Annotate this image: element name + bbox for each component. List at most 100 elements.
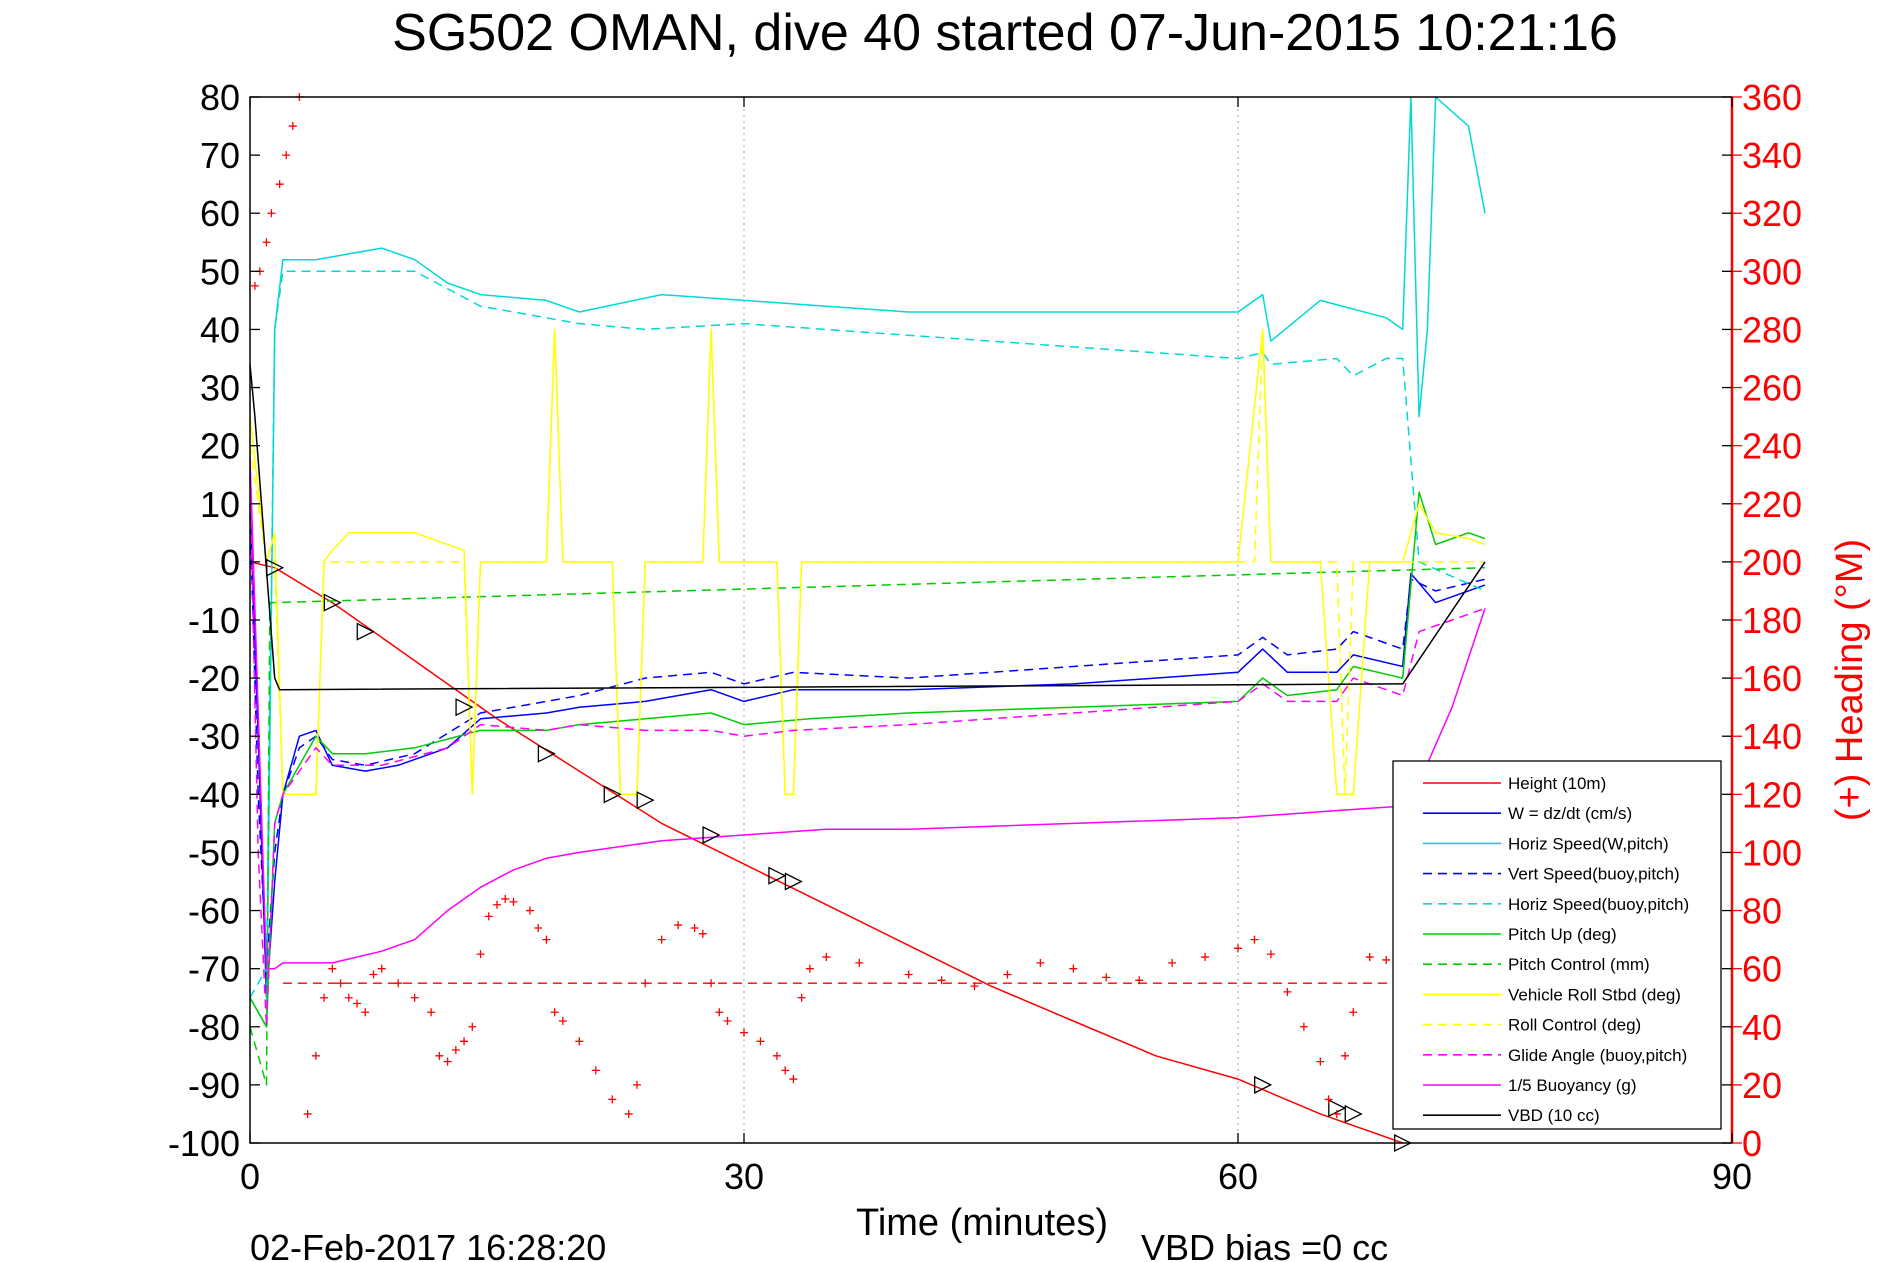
heading-marker (632, 1080, 641, 1089)
heading-marker (394, 979, 403, 988)
series-line-4 (249, 515, 1486, 970)
heading-marker (435, 1051, 444, 1060)
y-tick-label: 30 (200, 368, 240, 409)
heading-marker (904, 970, 913, 979)
y-tick-label: -50 (188, 832, 240, 873)
height-triangle-marker (455, 698, 474, 717)
heading-marker (1365, 953, 1374, 962)
heading-marker (427, 1008, 436, 1017)
heading-marker (288, 122, 297, 131)
heading-marker (443, 1057, 452, 1066)
series-line-11 (249, 457, 1486, 970)
heading-marker (303, 1109, 312, 1118)
heading-marker (468, 1022, 477, 1031)
legend-box (1392, 760, 1722, 1130)
series-line-6 (249, 491, 1486, 1028)
heading-marker (937, 976, 946, 985)
heading-marker (1003, 970, 1012, 979)
heading-marker (493, 900, 501, 909)
heading-marker (575, 1037, 584, 1046)
heading-marker (1349, 1008, 1358, 1017)
y-right-tick-label: 0 (1742, 1123, 1762, 1164)
heading-marker (855, 958, 864, 967)
heading-marker (781, 1066, 790, 1075)
heading-marker (756, 1037, 765, 1046)
heading-marker (674, 921, 683, 930)
y-right-tick-label: 180 (1742, 600, 1802, 641)
heading-marker (624, 1109, 633, 1118)
chart-title: SG502 OMAN, dive 40 started 07-Jun-2015 … (392, 4, 1618, 62)
y-tick-label: -70 (188, 949, 240, 990)
y-right-tick-label: 280 (1742, 309, 1802, 350)
y-tick-label: 50 (200, 251, 240, 292)
heading-marker (320, 993, 329, 1002)
heading-marker (410, 993, 419, 1002)
heading-marker (311, 1051, 320, 1060)
y-right-tick-label: 360 (1742, 77, 1802, 118)
y-right-tick-label: 60 (1742, 949, 1782, 990)
y-right-tick-label: 260 (1742, 368, 1802, 409)
height-triangle-marker (323, 593, 342, 612)
heading-marker (1036, 958, 1045, 967)
legend-label-5: Horiz Speed(buoy,pitch) (1508, 895, 1689, 914)
heading-marker (550, 1008, 559, 1017)
heading-marker (1283, 987, 1292, 996)
heading-marker (690, 923, 699, 932)
heading-marker (534, 923, 543, 932)
heading-marker (822, 953, 831, 962)
heading-marker (267, 209, 276, 218)
footer-vbd-bias: VBD bias =0 cc (1141, 1227, 1388, 1262)
y-tick-label: 0 (220, 542, 240, 583)
x-tick-label: 0 (240, 1156, 260, 1197)
heading-marker (501, 894, 510, 903)
series-line-10 (249, 474, 1486, 1028)
legend-label-9: Roll Control (deg) (1508, 1016, 1641, 1035)
heading-marker (542, 935, 551, 944)
heading-marker (353, 999, 362, 1008)
y-right-tick-label: 80 (1742, 891, 1782, 932)
heading-marker (608, 1095, 617, 1104)
series-line-9 (249, 328, 1485, 796)
heading-marker (344, 993, 353, 1002)
heading-marker (1201, 953, 1210, 962)
y-tick-label: 60 (200, 193, 240, 234)
heading-marker (805, 964, 814, 973)
heading-marker (1069, 964, 1078, 973)
heading-marker (1332, 1109, 1341, 1118)
footer-timestamp: 02-Feb-2017 16:28:20 (250, 1227, 606, 1262)
heading-marker (282, 151, 291, 160)
y-tick-label: -100 (168, 1123, 240, 1164)
heading-marker (698, 929, 707, 938)
heading-marker (715, 1008, 724, 1017)
y-tick-label: -20 (188, 658, 240, 699)
x-axis-label: Time (minutes) (856, 1202, 1108, 1244)
y-tick-label: 20 (200, 426, 240, 467)
heading-marker (275, 180, 284, 189)
heading-marker (1324, 1095, 1333, 1104)
heading-marker (460, 1037, 469, 1046)
y-right-tick-label: 120 (1742, 774, 1802, 815)
y-right-tick-label: 240 (1742, 426, 1802, 467)
height-triangle-marker (636, 791, 655, 810)
y-right-tick-label: 220 (1742, 484, 1802, 525)
heading-marker (797, 993, 806, 1002)
height-triangle-marker (603, 785, 622, 804)
heading-marker (641, 979, 650, 988)
legend-label-3: Horiz Speed(W,pitch) (1508, 834, 1669, 853)
y-tick-label: 80 (200, 77, 240, 118)
x-tick-label: 30 (724, 1156, 764, 1197)
y-right-tick-label: 200 (1742, 542, 1802, 583)
legend: Height (10m) W = dz/dt (cm/s) Horiz Speed(… (1392, 760, 1722, 1130)
heading-marker (484, 912, 493, 921)
heading-marker (657, 935, 666, 944)
heading-marker (1316, 1057, 1325, 1066)
height-triangle-marker (1254, 1075, 1273, 1094)
height-triangle-marker (537, 744, 556, 763)
heading-marker (723, 1016, 732, 1025)
legend-label-10: Glide Angle (buoy,pitch) (1508, 1046, 1687, 1065)
heading-marker (451, 1046, 460, 1055)
heading-marker (970, 982, 979, 991)
y-right-tick-label: 340 (1742, 135, 1802, 176)
y-axis-right-label: (+) Heading (°M) (1829, 539, 1871, 821)
y-tick-label: -40 (188, 774, 240, 815)
